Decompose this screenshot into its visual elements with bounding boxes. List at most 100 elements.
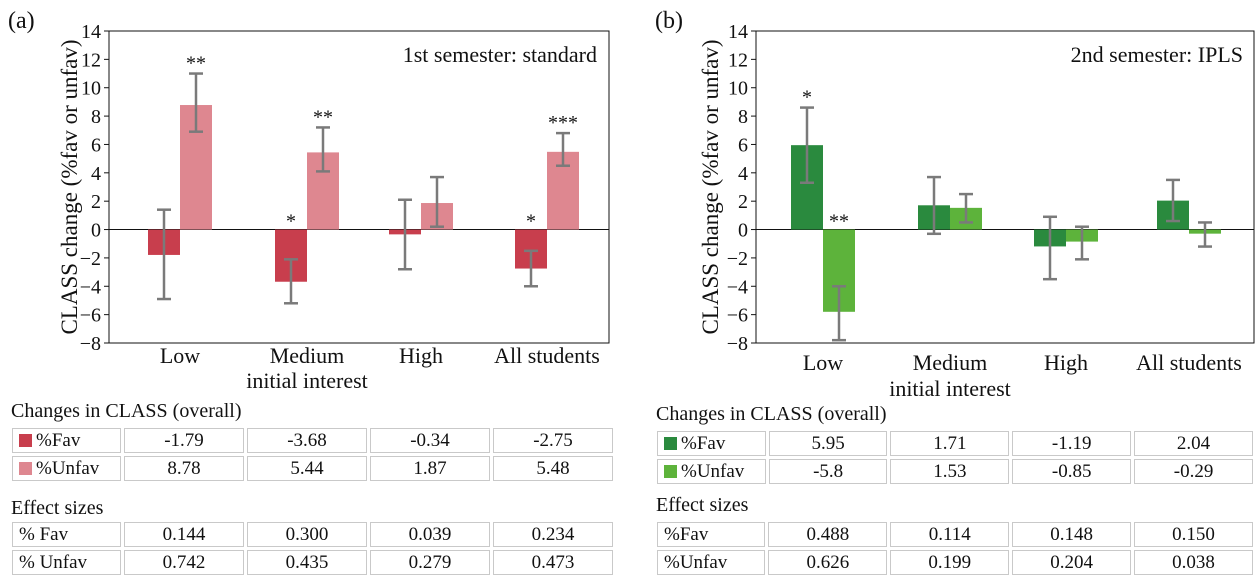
panel-tag: (b) [655, 8, 683, 34]
y-tick-label: −4 [80, 276, 101, 298]
table-cell: 2.04 [1134, 431, 1253, 456]
y-tick-label: 6 [91, 134, 101, 156]
table-cell: 0.626 [768, 550, 888, 575]
y-tick-label: 12 [728, 49, 748, 71]
changes-caption: Changes in CLASS (overall) [11, 400, 242, 422]
y-tick-label: −2 [80, 248, 101, 270]
table-cell: 5.44 [247, 456, 367, 481]
effects-table: % Fav 0.144 0.300 0.039 0.234% Unfav 0.742 0.4… [9, 519, 616, 578]
row-label: % Fav [19, 523, 69, 545]
row-label: %Unfav [36, 457, 100, 479]
y-tick-label: 10 [728, 78, 748, 100]
table-cell: 0.150 [1134, 522, 1253, 547]
y-tick-label: 6 [738, 134, 748, 156]
y-tick-label: 14 [728, 21, 748, 43]
changes-table: %Fav -1.79 -3.68 -0.34 -2.75 %Unfav 8.78 5.44 1.… [9, 425, 616, 484]
y-tick-label: −6 [80, 305, 101, 327]
table-row: % Fav 0.144 0.300 0.039 0.234 [12, 522, 613, 547]
table-cell: -0.85 [1012, 459, 1132, 484]
y-tick-label: 4 [91, 163, 101, 185]
table-cell: -1.19 [1012, 431, 1132, 456]
y-tick-label: 8 [91, 106, 101, 128]
changes-table: %Fav 5.95 1.71 -1.19 2.04 %Unfav -5.8 1.53 -0.85… [654, 428, 1256, 487]
table-cell: 0.488 [768, 522, 888, 547]
row-label: % Unfav [19, 551, 88, 573]
table-cell: 8.78 [124, 456, 244, 481]
table-cell: 0.435 [247, 550, 367, 575]
table-cell: 0.199 [890, 550, 1010, 575]
y-tick-label: −2 [727, 248, 748, 270]
x-axis-caption: initial interest [889, 376, 1011, 400]
table-cell: 0.144 [124, 522, 244, 547]
table-cell: -5.8 [768, 459, 888, 484]
category-label: Medium [270, 343, 345, 368]
table-cell: 0.204 [1012, 550, 1132, 575]
y-axis-label: CLASS change (%fav or unfav) [57, 39, 82, 334]
category-label: Medium [913, 350, 988, 375]
row-label-cell: % Fav [12, 522, 121, 547]
y-axis-label: CLASS change (%fav or unfav) [698, 39, 723, 334]
table-cell: 0.038 [1134, 550, 1253, 575]
table-row: %Unfav 8.78 5.44 1.87 5.48 [12, 456, 613, 481]
row-label: %Fav [681, 432, 726, 454]
legend-swatch [664, 436, 677, 450]
y-tick-label: 2 [738, 191, 748, 213]
y-tick-label: 0 [91, 220, 101, 242]
table-cell: 1.71 [890, 431, 1010, 456]
table-row: %Fav 0.488 0.114 0.148 0.150 [657, 522, 1253, 547]
row-label: %Fav [664, 523, 709, 545]
y-tick-label: 2 [91, 191, 101, 213]
significance-mark: ** [186, 53, 206, 75]
plot-frame [755, 30, 1255, 344]
table-cell: 0.473 [493, 550, 613, 575]
significance-mark: ** [313, 106, 333, 128]
table-cell: 0.742 [124, 550, 244, 575]
y-tick-label: −8 [727, 333, 748, 355]
y-tick-label: 14 [81, 21, 101, 43]
table-row: %Unfav -5.8 1.53 -0.85 -0.29 [657, 459, 1253, 484]
category-label: Low [803, 350, 843, 375]
legend-swatch [19, 433, 32, 447]
chart-title: 2nd semester: IPLS [1071, 42, 1243, 67]
table-cell: 5.48 [493, 456, 613, 481]
table-cell: 0.279 [370, 550, 490, 575]
y-tick-label: 8 [738, 106, 748, 128]
changes-caption: Changes in CLASS (overall) [656, 403, 887, 425]
y-tick-label: 12 [81, 49, 101, 71]
table-cell: -2.75 [493, 428, 613, 453]
row-label-cell: %Fav [12, 428, 121, 453]
effect-sizes-caption: Effect sizes [656, 494, 749, 516]
row-label-cell: %Fav [657, 431, 766, 456]
table-cell: -0.34 [370, 428, 490, 453]
table-row: % Unfav 0.742 0.435 0.279 0.473 [12, 550, 613, 575]
legend-swatch [19, 461, 32, 475]
y-tick-label: −6 [727, 305, 748, 327]
table-cell: -0.29 [1134, 459, 1253, 484]
table-cell: -3.68 [247, 428, 367, 453]
row-label: %Unfav [681, 460, 745, 482]
y-tick-label: 4 [738, 163, 748, 185]
table-cell: 0.300 [247, 522, 367, 547]
effects-table: %Fav 0.488 0.114 0.148 0.150 %Unfav 0.626 0.199… [654, 519, 1256, 578]
row-label-cell: %Unfav [12, 456, 121, 481]
table-row: %Unfav 0.626 0.199 0.204 0.038 [657, 550, 1253, 575]
significance-mark: * [286, 211, 296, 233]
category-label: High [1044, 350, 1088, 375]
category-label: All students [1136, 350, 1242, 375]
y-tick-label: 10 [81, 78, 101, 100]
significance-mark: ** [829, 211, 849, 233]
y-tick-label: 0 [738, 220, 748, 242]
effect-sizes-caption: Effect sizes [11, 497, 104, 519]
table-cell: 5.95 [768, 431, 888, 456]
category-label: All students [494, 343, 600, 368]
category-label: High [399, 343, 443, 368]
row-label: %Fav [36, 429, 81, 451]
table-row: %Fav 5.95 1.71 -1.19 2.04 [657, 431, 1253, 456]
significance-mark: * [802, 87, 812, 109]
row-label-cell: %Unfav [657, 459, 766, 484]
y-tick-label: −8 [80, 333, 101, 355]
x-axis-caption: initial interest [246, 368, 368, 393]
panel-tag: (a) [8, 8, 35, 34]
significance-mark: *** [548, 112, 578, 134]
